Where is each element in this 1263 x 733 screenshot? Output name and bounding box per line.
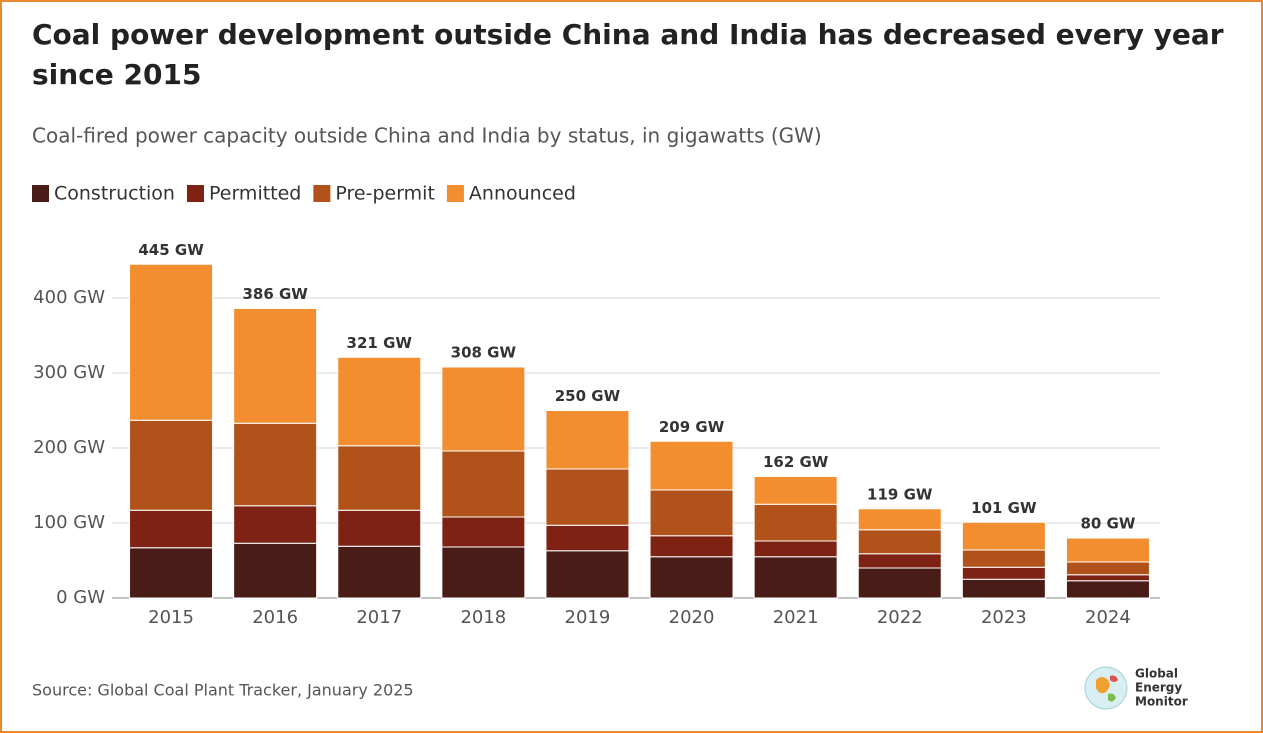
logo-shape bbox=[1108, 693, 1116, 702]
bar-segment bbox=[233, 542, 318, 599]
bar-segment bbox=[961, 566, 1046, 580]
x-tick-label: 2024 bbox=[1085, 607, 1131, 628]
logo-text: Monitor bbox=[1135, 695, 1188, 709]
x-tick-label: 2015 bbox=[148, 607, 194, 628]
bar-segment bbox=[441, 366, 526, 452]
legend-swatch bbox=[32, 185, 49, 202]
total-label: 321 GW bbox=[347, 334, 413, 352]
chart-title: Coal power development outside China and… bbox=[32, 18, 1224, 91]
bar-segment bbox=[649, 535, 734, 558]
legend-swatch bbox=[446, 185, 464, 202]
y-tick-label: 200 GW bbox=[33, 437, 105, 458]
legend-label: Announced bbox=[469, 183, 576, 205]
bar-segment bbox=[545, 524, 630, 552]
bar-segment bbox=[337, 545, 422, 599]
bar-segment bbox=[1065, 537, 1150, 563]
bar-segment bbox=[753, 556, 838, 599]
bar-segment bbox=[961, 521, 1046, 551]
total-label: 308 GW bbox=[451, 344, 517, 362]
bar-segment bbox=[233, 308, 318, 424]
bar-segment bbox=[857, 567, 942, 599]
bar-segment bbox=[753, 476, 838, 505]
x-tick-label: 2022 bbox=[877, 607, 923, 628]
bar-segment bbox=[961, 578, 1046, 599]
logo-shape bbox=[1110, 675, 1118, 682]
bar-segment bbox=[129, 547, 214, 599]
chart-subtitle: Coal-fired power capacity outside China … bbox=[32, 124, 822, 148]
total-label: 101 GW bbox=[971, 499, 1037, 517]
bar-segment bbox=[545, 468, 630, 526]
legend-label: Construction bbox=[54, 183, 175, 205]
x-tick-label: 2019 bbox=[565, 607, 611, 628]
y-tick-label: 100 GW bbox=[33, 512, 105, 533]
x-tick-label: 2016 bbox=[252, 607, 298, 628]
total-label: 162 GW bbox=[763, 453, 829, 471]
x-tick-label: 2023 bbox=[981, 607, 1027, 628]
bar-segment bbox=[441, 450, 526, 518]
x-tick-label: 2020 bbox=[669, 607, 715, 628]
logo-text: Energy bbox=[1135, 681, 1182, 695]
y-tick-label: 0 GW bbox=[56, 587, 105, 608]
legend-swatch bbox=[313, 185, 331, 202]
bar-segment bbox=[337, 445, 422, 511]
legend-label: Permitted bbox=[209, 183, 301, 205]
bar-segment bbox=[545, 410, 630, 470]
logo: Global Energy Monitor bbox=[1084, 666, 1188, 710]
bar-segment bbox=[233, 505, 318, 544]
bar-segment bbox=[753, 503, 838, 542]
total-label: 445 GW bbox=[138, 241, 204, 259]
bar-segment bbox=[337, 356, 422, 447]
bar-segment bbox=[649, 556, 734, 599]
bar-segment bbox=[753, 540, 838, 558]
total-label: 119 GW bbox=[867, 485, 933, 503]
x-tick-label: 2018 bbox=[460, 607, 506, 628]
bar-segment bbox=[233, 422, 318, 507]
bar-segment bbox=[857, 529, 942, 555]
bar-segment bbox=[1065, 574, 1150, 582]
total-label: 209 GW bbox=[659, 418, 725, 436]
bar-segment bbox=[961, 549, 1046, 568]
bar-segment bbox=[441, 546, 526, 599]
source: Source: Global Coal Plant Tracker, Janua… bbox=[32, 681, 414, 700]
logo-shape bbox=[1096, 677, 1110, 694]
bar-segment bbox=[1065, 580, 1150, 599]
total-label: 250 GW bbox=[555, 387, 621, 405]
bar-segment bbox=[649, 489, 734, 537]
bar-segment bbox=[129, 509, 214, 549]
y-tick-label: 400 GW bbox=[33, 287, 105, 308]
x-tick-label: 2017 bbox=[356, 607, 402, 628]
bar-segment bbox=[337, 509, 422, 547]
bar-segment bbox=[857, 553, 942, 569]
bar-segment bbox=[129, 419, 214, 511]
x-tick-label: 2021 bbox=[773, 607, 819, 628]
bar-segment bbox=[441, 516, 526, 548]
bar-segment bbox=[129, 263, 214, 421]
bar-segment bbox=[1065, 561, 1150, 576]
total-label: 80 GW bbox=[1080, 515, 1135, 533]
bar-segment bbox=[649, 440, 734, 491]
logo-text: Global bbox=[1135, 667, 1178, 681]
bar-segment bbox=[857, 508, 942, 531]
legend-swatch bbox=[186, 185, 204, 202]
legend-label: Pre-permit bbox=[335, 183, 435, 205]
y-tick-label: 300 GW bbox=[33, 362, 105, 383]
total-label: 386 GW bbox=[242, 285, 308, 303]
bar-segment bbox=[545, 550, 630, 599]
